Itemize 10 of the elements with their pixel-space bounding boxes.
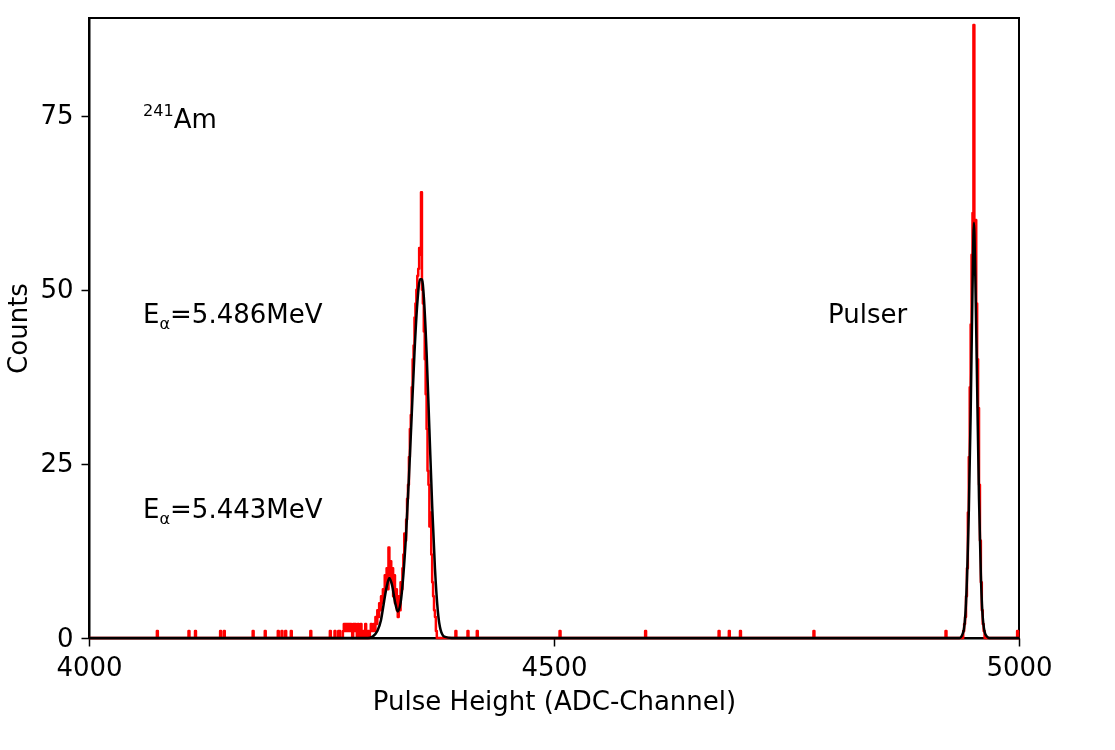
x-tick-label: 5000 [986, 651, 1053, 682]
y-tick-label: 0 [56, 622, 74, 653]
x-tick-label: 4000 [56, 651, 123, 682]
y-tick-label: 50 [40, 274, 74, 305]
x-axis-title: Pulse Height (ADC-Channel) [372, 685, 737, 716]
y-tick-label: 75 [40, 100, 74, 131]
x-tick-label: 4500 [521, 651, 588, 682]
y-tick-label: 25 [40, 448, 74, 479]
y-axis-title: Counts [3, 283, 34, 374]
annotation: Pulser [828, 299, 908, 329]
